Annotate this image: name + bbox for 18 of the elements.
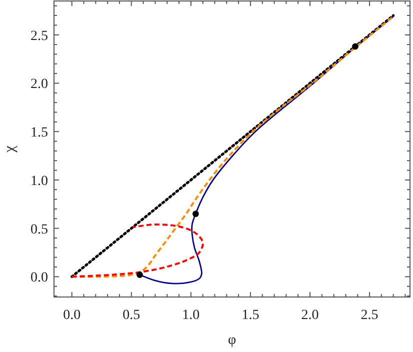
y-tick-label: 2.0 bbox=[30, 77, 48, 92]
x-tick-label: 2.5 bbox=[360, 308, 378, 323]
x-tick-label: 1.0 bbox=[182, 308, 200, 323]
y-tick-label: 1.0 bbox=[30, 174, 48, 189]
y-axis-title: χ bbox=[2, 145, 18, 154]
x-tick-label: 0.0 bbox=[63, 308, 81, 323]
x-tick-label: 0.5 bbox=[122, 308, 140, 323]
x-tick-label: 2.0 bbox=[301, 308, 319, 323]
y-tick-label: 2.5 bbox=[30, 28, 48, 44]
point bbox=[192, 210, 199, 218]
point bbox=[136, 272, 143, 278]
x-axis-title: φ bbox=[228, 333, 236, 348]
y-tick-label: 0.5 bbox=[30, 222, 48, 238]
x-tick-label: 1.5 bbox=[242, 308, 260, 323]
line-series bbox=[70, 223, 204, 278]
y-tick-label: 1.5 bbox=[30, 126, 48, 141]
point bbox=[352, 43, 358, 50]
y-tick-label: 0.0 bbox=[30, 270, 48, 286]
